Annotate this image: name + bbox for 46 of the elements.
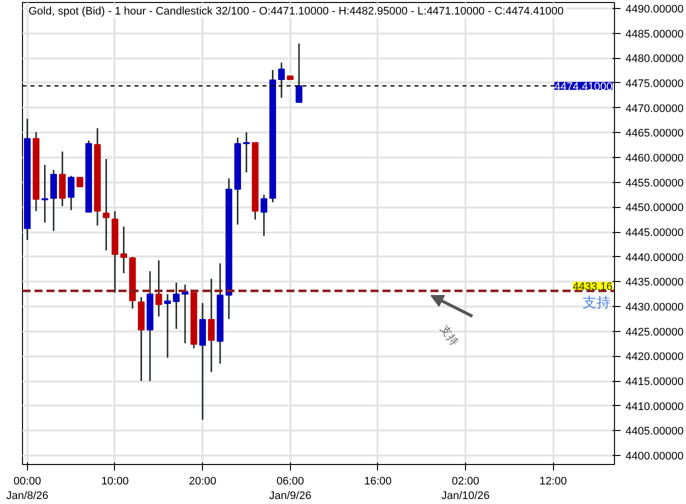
y-tick-label: 4420.00000 (626, 351, 684, 364)
y-tick-label: 4425.00000 (626, 326, 684, 338)
candlestick (59, 150, 66, 207)
candlestick (164, 293, 171, 358)
candlestick (102, 158, 110, 252)
annotation: 支持 (582, 294, 610, 310)
y-tick-label: 4400.00000 (626, 450, 684, 463)
x-tick-label: 10:00 (101, 476, 129, 488)
y-tick-label: 4410.00000 (626, 400, 684, 413)
x-tick-label: 00:00 Jan/8/26 (6, 476, 48, 502)
ref-line-label: 4474.41000 (554, 80, 613, 93)
candlestick (76, 176, 84, 188)
y-tick-label: 4470.00000 (626, 102, 684, 115)
x-tick-label: 02:00 Jan/10/26 (441, 476, 490, 502)
candlestick (42, 164, 48, 224)
x-tick-label: 12:00 (539, 476, 567, 488)
candlestick (296, 42, 302, 104)
candlestick (278, 62, 285, 99)
candlestick (260, 194, 268, 237)
y-tick-label: 4480.00000 (626, 53, 684, 66)
y-tick-label: 4435.00000 (626, 276, 684, 289)
candlestick (208, 278, 215, 373)
x-tick-label: 16:00 (364, 476, 392, 488)
y-tick-label: 4460.00000 (626, 152, 684, 164)
candlestick (50, 169, 57, 232)
chart-title: Gold, spot (Bid) - 1 hour - Candlestick 32/100 - O:4471.10000 - H:4482.95000 - L:4471.10000 - C:4474.41000 (28, 6, 564, 18)
y-tick-label: 4445.00000 (626, 227, 684, 240)
x-tick-label: 20:00 (188, 476, 216, 488)
y-tick-label: 4450.00000 (626, 202, 684, 214)
y-tick-label: 4430.00000 (626, 302, 684, 314)
y-tick-label: 4440.00000 (626, 252, 684, 264)
y-tick-label: 4485.00000 (626, 28, 684, 40)
y-tick-label: 4415.00000 (626, 376, 684, 388)
y-tick-label: 4475.00000 (626, 78, 684, 90)
y-tick-label: 4455.00000 (626, 177, 684, 190)
y-tick-label: 4405.00000 (626, 426, 684, 438)
annotation: 支持 (437, 322, 461, 348)
candlestick (243, 131, 250, 174)
ref-line-label: 4433.16 (572, 280, 613, 293)
candlestick (68, 175, 74, 211)
y-tick-label: 4465.00000 (626, 128, 684, 140)
y-tick-label: 4490.00000 (626, 3, 684, 16)
x-tick-label: 06:00 Jan/9/26 (269, 476, 312, 502)
candlestick (120, 226, 128, 274)
candlestick (172, 282, 180, 330)
candlestick (155, 260, 162, 318)
